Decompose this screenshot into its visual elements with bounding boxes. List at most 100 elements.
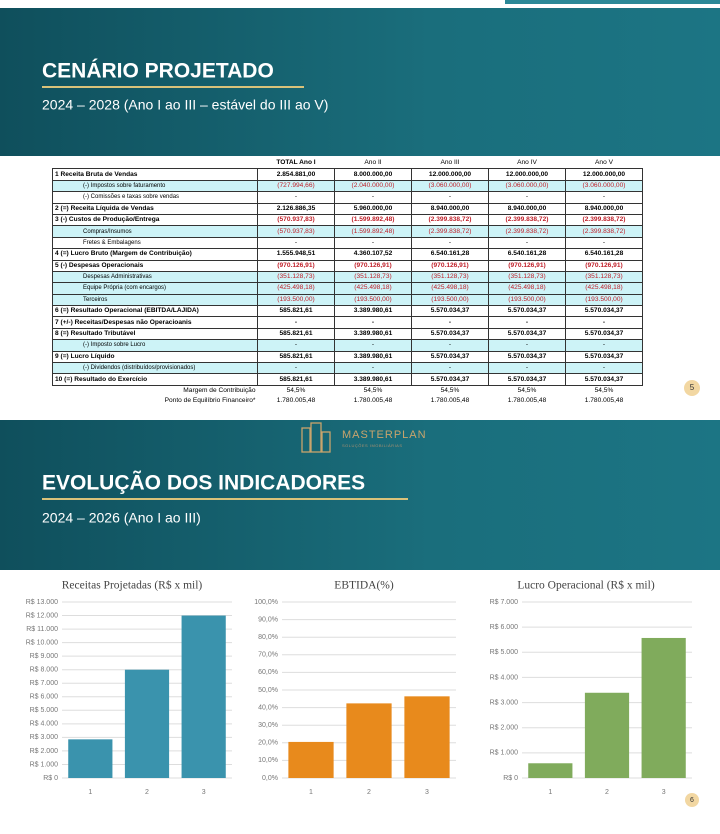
y-tick-label: R$ 1.000: [490, 750, 519, 757]
value-cell: 6.540.161,28: [488, 248, 566, 261]
value-cell: (2.399.838,72): [565, 213, 643, 227]
value-cell: (351.128,73): [411, 270, 489, 284]
value-cell: (1.599.892,48): [334, 225, 412, 238]
value-cell: (2.399.838,72): [411, 213, 489, 227]
y-tick-label: 50,0%: [258, 687, 278, 694]
header-bg: [0, 8, 720, 156]
value-cell: 3.389.980,61: [334, 327, 412, 341]
row-label: 1 Receita Bruta de Vendas: [52, 168, 258, 181]
value-cell: -: [565, 191, 643, 204]
value-cell: 3.389.980,61: [334, 373, 412, 386]
page-badge: [685, 793, 699, 807]
x-tick-label: 3: [662, 789, 666, 796]
table-row: (-) Impostos sobre faturamento (727.994,6…: [52, 179, 643, 193]
value-cell: (1.599.892,48): [334, 213, 412, 227]
row-label: (-) Imposto sobre Lucro: [52, 339, 258, 352]
value-cell: 6.540.161,28: [411, 248, 489, 261]
value-cell: 1.780.005,48: [584, 397, 624, 405]
value-cell: 1.780.005,48: [507, 397, 547, 405]
table-row: Fretes & Embalagens - - - - -: [52, 236, 643, 250]
logo-icon: [321, 431, 331, 453]
value-cell: (570.937,83): [257, 213, 335, 227]
y-tick-label: R$ 4.000: [30, 721, 59, 728]
value-cell: 5.570.034,37: [488, 373, 566, 386]
table-row: Equipe Própria (com encargos) (425.498,18…: [52, 282, 643, 295]
value-cell: (970.126,91): [488, 259, 566, 272]
x-tick-label: 1: [88, 789, 92, 796]
table-row: 4 (=) Lucro Bruto (Margem de Contribuiçã…: [52, 248, 643, 261]
value-cell: (425.498,18): [411, 282, 489, 295]
x-tick-label: 2: [145, 789, 149, 796]
value-cell: (2.040.000,00): [334, 179, 412, 193]
y-tick-label: R$ 0: [43, 775, 58, 782]
header-bg: [0, 420, 720, 570]
y-tick-label: 20,0%: [258, 740, 278, 747]
value-cell: -: [565, 316, 643, 329]
value-cell: -: [257, 316, 335, 329]
table-row: 10 (=) Resultado do Exercício 585.821,61 3…: [52, 373, 643, 386]
value-cell: 1.780.005,48: [353, 397, 393, 405]
value-cell: 3.389.980,61: [334, 350, 412, 364]
value-cell: (425.498,18): [565, 282, 643, 295]
value-cell: 5.570.034,37: [411, 327, 489, 341]
value-cell: -: [411, 191, 489, 204]
value-cell: 2.854.881,00: [257, 168, 335, 181]
value-cell: (970.126,91): [411, 259, 489, 272]
title-underline: [42, 86, 304, 88]
y-tick-label: R$ 2.000: [30, 748, 59, 755]
row-label: (-) Dividendos (distribuídos/provisionad…: [52, 362, 258, 375]
row-label: Fretes & Embalagens: [52, 236, 258, 250]
value-cell: -: [488, 339, 566, 352]
y-tick-label: R$ 7.000: [490, 599, 519, 606]
y-tick-label: R$ 12.000: [26, 612, 58, 619]
bar: [641, 637, 686, 778]
y-tick-label: R$ 6.000: [490, 624, 519, 631]
page-number: 5: [690, 383, 695, 392]
value-cell: -: [334, 236, 412, 250]
y-tick-label: R$ 9.000: [30, 653, 59, 660]
value-cell: 1.555.948,51: [257, 248, 335, 261]
value-cell: 6.540.161,28: [565, 248, 643, 261]
table-row: 5 (-) Despesas Operacionais (970.126,91)(…: [52, 259, 643, 272]
value-cell: (2.399.838,72): [488, 213, 566, 227]
table-row: (-) Comissões e taxas sobre vendas - - - - -: [52, 191, 643, 204]
y-tick-label: R$ 8.000: [30, 667, 59, 674]
value-cell: -: [334, 339, 412, 352]
bar: [404, 696, 450, 778]
value-cell: 54,5%: [286, 387, 306, 394]
value-cell: 585.821,61: [257, 350, 335, 364]
chart-title: EBTIDA(%): [334, 580, 394, 592]
y-tick-label: R$ 0: [503, 775, 518, 782]
value-cell: -: [257, 236, 335, 250]
x-tick-label: 1: [309, 789, 313, 796]
value-cell: (425.498,18): [257, 282, 335, 295]
value-cell: (970.126,91): [257, 259, 335, 272]
value-cell: 8.000.000,00: [334, 168, 412, 181]
value-cell: 1.780.005,48: [276, 397, 316, 405]
value-cell: 8.940.000,00: [565, 202, 643, 215]
column-header: Ano V: [595, 159, 613, 167]
value-cell: (3.060.000,00): [488, 179, 566, 193]
value-cell: (727.994,66): [257, 179, 335, 193]
value-cell: (570.937,83): [257, 225, 335, 238]
chart-title: Receitas Projetadas (R$ x mil): [62, 579, 203, 592]
y-tick-label: 40,0%: [258, 704, 278, 711]
row-label: 3 (-) Custos de Produção/Entrega: [52, 213, 258, 227]
row-label: 8 (=) Resultado Tributável: [52, 327, 258, 341]
value-cell: 4.360.107,52: [334, 248, 412, 261]
value-cell: (193.500,00): [257, 293, 335, 307]
row-label: 10 (=) Resultado do Exercício: [52, 373, 258, 386]
value-cell: (3.060.000,00): [411, 179, 489, 193]
logo: [301, 422, 331, 453]
y-tick-label: R$ 3.000: [30, 734, 59, 741]
value-cell: 585.821,61: [257, 327, 335, 341]
page-badge: [684, 380, 700, 396]
table-row: 3 (-) Custos de Produção/Entrega (570.937…: [52, 213, 643, 227]
x-tick-label: 1: [548, 789, 552, 796]
table-row: 2 (=) Receita Líquida de Vendas 2.126.886…: [52, 202, 643, 215]
value-cell: -: [488, 236, 566, 250]
value-cell: -: [257, 339, 335, 352]
y-tick-label: R$ 7.000: [30, 680, 59, 687]
